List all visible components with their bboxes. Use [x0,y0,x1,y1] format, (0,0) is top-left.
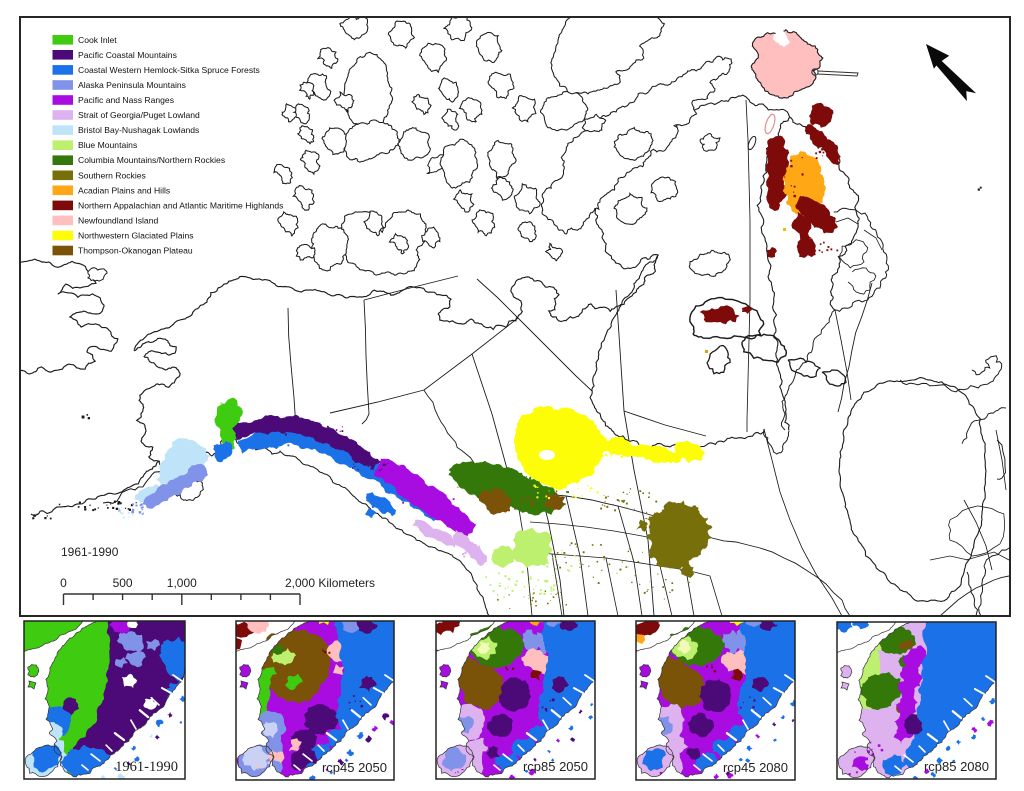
svg-text:Alaska Peninsula Mountains: Alaska Peninsula Mountains [78,80,186,90]
svg-text:Southern Rockies: Southern Rockies [78,170,146,180]
svg-text:Blue Mountains: Blue Mountains [78,140,137,150]
svg-text:1961-1990: 1961-1990 [115,759,178,775]
svg-text:Acadian Plains and Hills: Acadian Plains and Hills [78,185,170,195]
svg-text:0: 0 [60,576,67,590]
svg-text:Cook Inlet: Cook Inlet [78,35,117,45]
svg-text:Bristol Bay-Nushagak Lowlands: Bristol Bay-Nushagak Lowlands [78,125,199,135]
svg-text:rcp45 2050: rcp45 2050 [322,760,387,775]
svg-text:2,000 Kilometers: 2,000 Kilometers [285,576,375,590]
svg-text:Northern Appalachian and Atlan: Northern Appalachian and Atlantic Mariti… [78,200,283,210]
svg-text:Newfoundland Island: Newfoundland Island [78,215,158,225]
svg-text:Columbia Mountains/Northern Ro: Columbia Mountains/Northern Rockies [78,155,225,165]
svg-text:Pacific and Nass Ranges: Pacific and Nass Ranges [78,95,174,105]
svg-text:rcp85 2050: rcp85 2050 [523,759,588,774]
svg-text:Strait of Georgia/Puget Lowlan: Strait of Georgia/Puget Lowland [78,110,200,120]
svg-text:Coastal Western Hemlock-Sitka: Coastal Western Hemlock-Sitka Spruce For… [78,65,260,75]
svg-text:500: 500 [113,576,133,590]
svg-text:1961-1990: 1961-1990 [61,545,119,559]
svg-text:Thompson-Okanogan Plateau: Thompson-Okanogan Plateau [78,246,193,256]
svg-text:1,000: 1,000 [167,576,197,590]
svg-text:rcp85 2080: rcp85 2080 [924,759,989,774]
svg-text:Northwestern Glaciated Plains: Northwestern Glaciated Plains [78,231,194,241]
svg-text:rcp45 2080: rcp45 2080 [723,760,788,775]
svg-text:Pacific Coastal Mountains: Pacific Coastal Mountains [78,50,177,60]
